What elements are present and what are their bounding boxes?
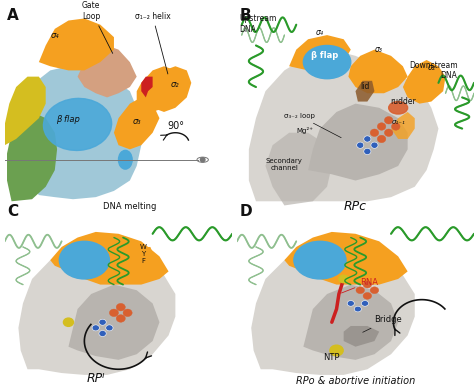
Circle shape: [364, 148, 371, 154]
Polygon shape: [137, 66, 182, 112]
Text: σ₄: σ₄: [316, 28, 324, 37]
Polygon shape: [68, 285, 159, 360]
Text: Upstream
DNA: Upstream DNA: [239, 15, 277, 34]
Text: Mg²⁺: Mg²⁺: [296, 127, 313, 134]
Polygon shape: [141, 77, 153, 98]
Polygon shape: [7, 112, 57, 201]
Circle shape: [364, 136, 371, 142]
Circle shape: [109, 309, 118, 317]
Text: rudder: rudder: [390, 97, 416, 106]
Circle shape: [64, 318, 73, 327]
Circle shape: [363, 292, 372, 299]
Ellipse shape: [294, 241, 346, 279]
Text: Downstream
DNA: Downstream DNA: [409, 61, 457, 80]
Text: Secondary
channel: Secondary channel: [266, 158, 303, 171]
Polygon shape: [114, 98, 159, 149]
Ellipse shape: [59, 241, 109, 279]
Text: B: B: [239, 8, 251, 23]
Polygon shape: [137, 247, 153, 260]
Text: σ₁₋₂ helix: σ₁₋₂ helix: [135, 11, 171, 74]
Text: RNA: RNA: [341, 278, 378, 293]
Circle shape: [116, 303, 125, 311]
Circle shape: [370, 287, 379, 294]
Text: C: C: [7, 204, 18, 219]
Ellipse shape: [389, 102, 408, 114]
Text: Bridge: Bridge: [363, 315, 402, 332]
Ellipse shape: [44, 98, 112, 151]
Circle shape: [361, 301, 369, 306]
Text: σ₃₋₂ loop: σ₃₋₂ loop: [284, 113, 341, 138]
Text: σ₂: σ₂: [171, 80, 180, 89]
Text: σ₃: σ₃: [375, 45, 383, 54]
Circle shape: [356, 142, 364, 148]
Circle shape: [92, 325, 100, 331]
Polygon shape: [78, 45, 137, 98]
Text: β flap: β flap: [56, 115, 81, 124]
Circle shape: [201, 158, 205, 162]
Text: W
Y
F: W Y F: [140, 245, 147, 265]
Text: β flap: β flap: [311, 51, 338, 60]
Text: σ₃: σ₃: [132, 118, 141, 127]
Polygon shape: [348, 50, 408, 93]
Circle shape: [392, 123, 400, 130]
Polygon shape: [18, 241, 175, 375]
Circle shape: [330, 345, 343, 356]
Polygon shape: [391, 112, 415, 139]
Polygon shape: [303, 285, 398, 360]
Text: D: D: [239, 204, 252, 219]
Polygon shape: [249, 50, 438, 201]
Text: RPc: RPc: [344, 200, 367, 212]
Circle shape: [384, 116, 393, 124]
Polygon shape: [356, 81, 374, 102]
Circle shape: [377, 135, 386, 143]
Polygon shape: [289, 35, 351, 71]
Polygon shape: [50, 232, 169, 285]
Ellipse shape: [118, 151, 132, 169]
Circle shape: [384, 129, 393, 136]
Polygon shape: [146, 66, 191, 112]
Text: NTP: NTP: [324, 353, 340, 362]
Polygon shape: [284, 232, 408, 285]
Polygon shape: [403, 60, 446, 103]
Circle shape: [99, 330, 106, 336]
Text: lid: lid: [360, 82, 370, 91]
Text: RPo & abortive initiation: RPo & abortive initiation: [296, 376, 415, 387]
Circle shape: [377, 123, 386, 130]
Circle shape: [106, 325, 113, 331]
Text: Gate
Loop: Gate Loop: [82, 1, 113, 53]
Circle shape: [123, 309, 132, 317]
Polygon shape: [5, 77, 46, 145]
Text: DNA melting: DNA melting: [103, 202, 156, 211]
Polygon shape: [265, 133, 332, 205]
Circle shape: [347, 301, 354, 306]
Text: σ₄: σ₄: [51, 31, 59, 40]
Circle shape: [370, 129, 379, 136]
Circle shape: [363, 281, 372, 288]
Text: σ₂: σ₂: [428, 64, 435, 73]
Circle shape: [339, 275, 348, 283]
Polygon shape: [39, 18, 114, 71]
Text: 90°: 90°: [167, 121, 184, 131]
Text: RPᴵ: RPᴵ: [86, 372, 105, 385]
Polygon shape: [308, 103, 408, 180]
Polygon shape: [344, 326, 379, 347]
Text: A: A: [7, 8, 19, 23]
Circle shape: [354, 306, 361, 312]
Circle shape: [116, 315, 125, 322]
Circle shape: [371, 142, 378, 148]
Text: σ₁₋₁: σ₁₋₁: [391, 120, 405, 125]
Circle shape: [99, 319, 106, 325]
Ellipse shape: [303, 45, 351, 79]
Polygon shape: [251, 241, 415, 375]
Circle shape: [356, 287, 365, 294]
Polygon shape: [18, 66, 141, 199]
